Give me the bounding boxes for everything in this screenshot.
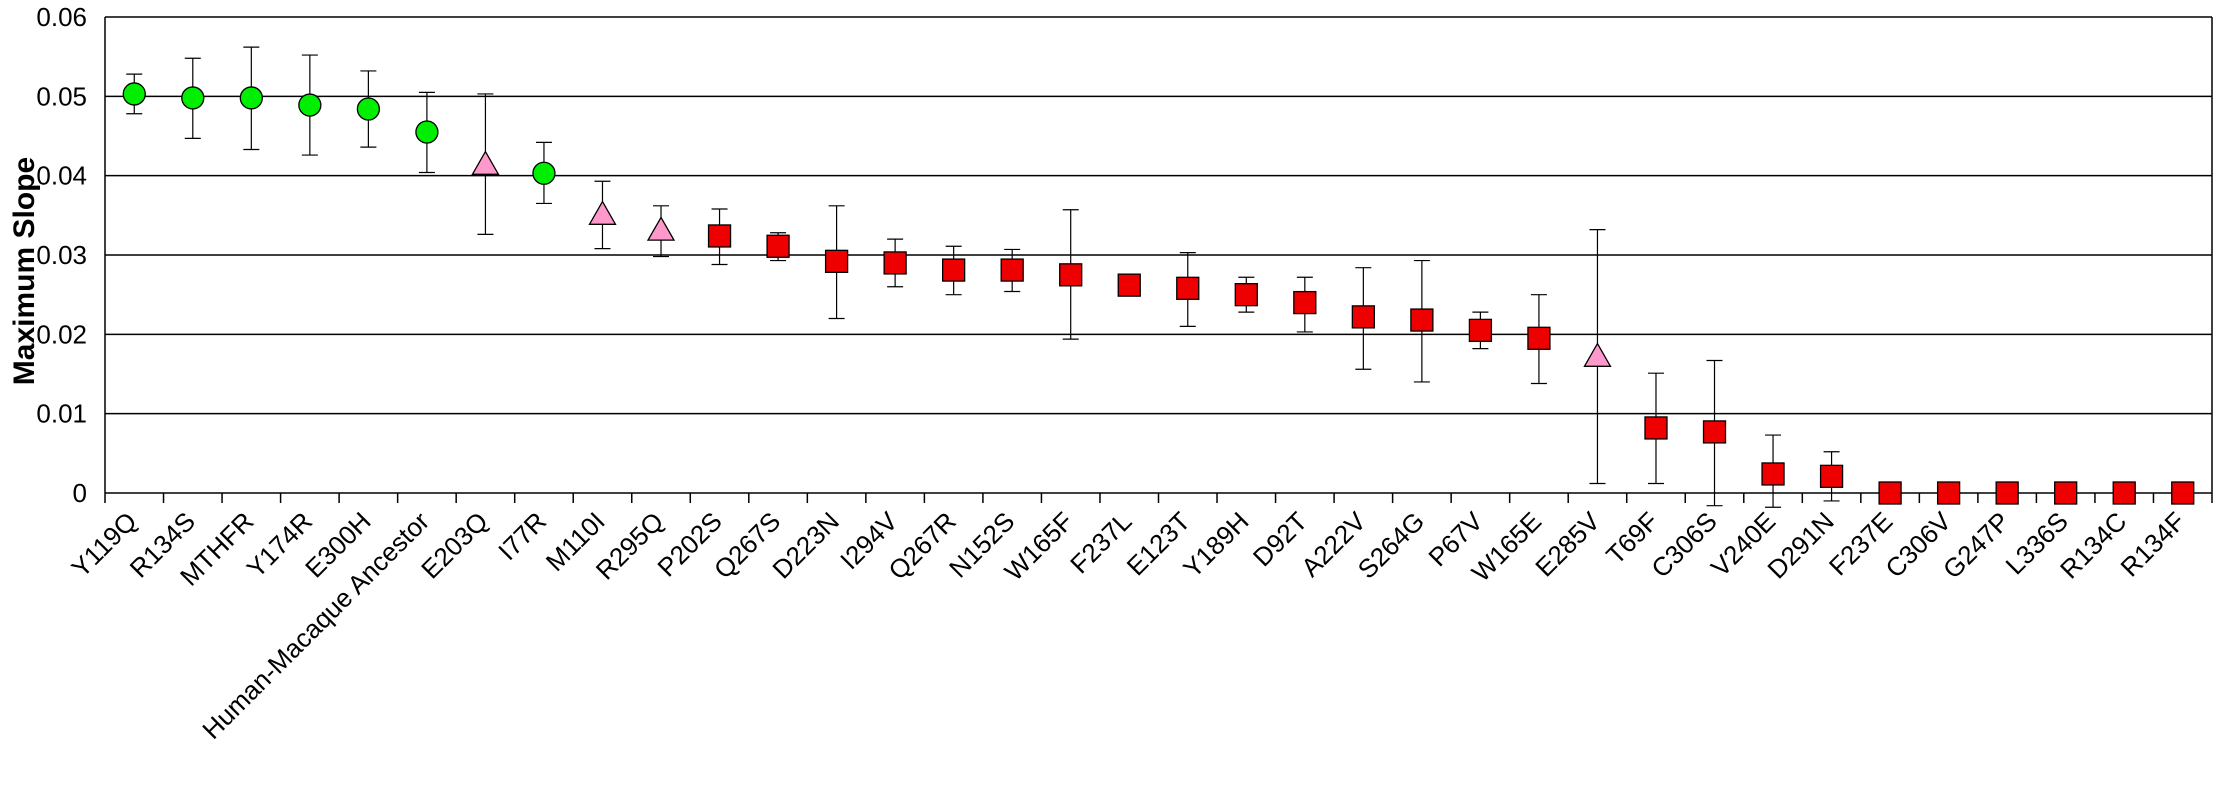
data-point-square <box>942 258 966 282</box>
data-point-square <box>1936 481 1961 505</box>
x-tick-label: Y174R <box>241 506 318 583</box>
data-point-square <box>2112 481 2136 505</box>
x-tick-label: C306S <box>1645 506 1722 583</box>
data-point-circle <box>239 86 263 110</box>
y-tick-label: 0.03 <box>36 240 87 270</box>
x-tick-label: E203Q <box>415 506 493 584</box>
data-point-triangle <box>588 200 617 225</box>
axis-layer <box>104 17 2213 503</box>
data-point-square <box>2171 481 2195 505</box>
data-point-square <box>1000 258 1024 282</box>
x-tick-label: Q267R <box>882 506 961 585</box>
data-point-square <box>1468 318 1493 343</box>
data-point-circle <box>356 97 381 121</box>
data-point-circle <box>181 86 205 110</box>
data-point-circle <box>415 120 439 144</box>
data-point-square <box>1702 420 1727 444</box>
data-point-square <box>1410 308 1434 332</box>
y-tick-label: 0 <box>73 478 87 508</box>
data-point-square <box>1059 263 1083 287</box>
error-bars <box>126 46 1840 508</box>
x-tick-label: D223N <box>766 506 844 584</box>
x-tick-label: G247P <box>1937 506 2015 584</box>
y-tick-label: 0.06 <box>36 2 87 32</box>
data-point-square <box>1527 326 1551 350</box>
x-tick-label: F237L <box>1064 506 1137 579</box>
data-point-triangle <box>646 216 676 241</box>
y-axis-label: Maximum Slope <box>8 157 41 385</box>
data-point-circle <box>298 93 322 117</box>
data-point-square <box>1117 273 1141 297</box>
data-point-circle <box>532 161 556 185</box>
data-point-square <box>707 224 732 248</box>
data-point-square <box>766 234 790 258</box>
y-tick-label: 0.04 <box>36 161 87 191</box>
x-tick-label: S264G <box>1352 506 1430 584</box>
x-tick-label: R134F <box>2115 506 2191 582</box>
data-point-square <box>1351 305 1375 329</box>
x-tick-label: D291N <box>1761 506 1839 584</box>
data-point-square <box>1234 283 1258 307</box>
data-point-square <box>883 251 907 275</box>
x-tick-label: Y119Q <box>65 506 142 583</box>
y-tick-label: 0.05 <box>36 81 87 111</box>
data-point-square <box>2054 481 2078 505</box>
data-point-square <box>1761 462 1785 486</box>
grid-layer <box>105 16 2212 415</box>
y-tick-labels: 0 0.01 0.02 0.03 0.04 0.05 0.06 <box>36 2 87 508</box>
x-tick-label: Y189H <box>1177 506 1254 583</box>
data-point-triangle <box>1583 342 1612 367</box>
data-points <box>122 82 2195 505</box>
data-point-square <box>824 249 849 273</box>
data-point-square <box>1878 481 1902 505</box>
y-tick-label: 0.01 <box>36 399 87 429</box>
data-point-square <box>1176 276 1200 300</box>
data-point-circle <box>122 82 146 106</box>
x-tick-label: R295Q <box>590 506 669 585</box>
data-point-square <box>1819 464 1844 488</box>
data-point-square <box>1644 416 1668 440</box>
data-point-triangle <box>471 150 500 175</box>
data-point-square <box>1293 290 1317 315</box>
data-point-square <box>1995 481 2019 505</box>
x-tick-label: R134C <box>2054 506 2132 584</box>
x-tick-label: E285V <box>1529 506 1606 583</box>
y-tick-label: 0.02 <box>36 319 87 349</box>
